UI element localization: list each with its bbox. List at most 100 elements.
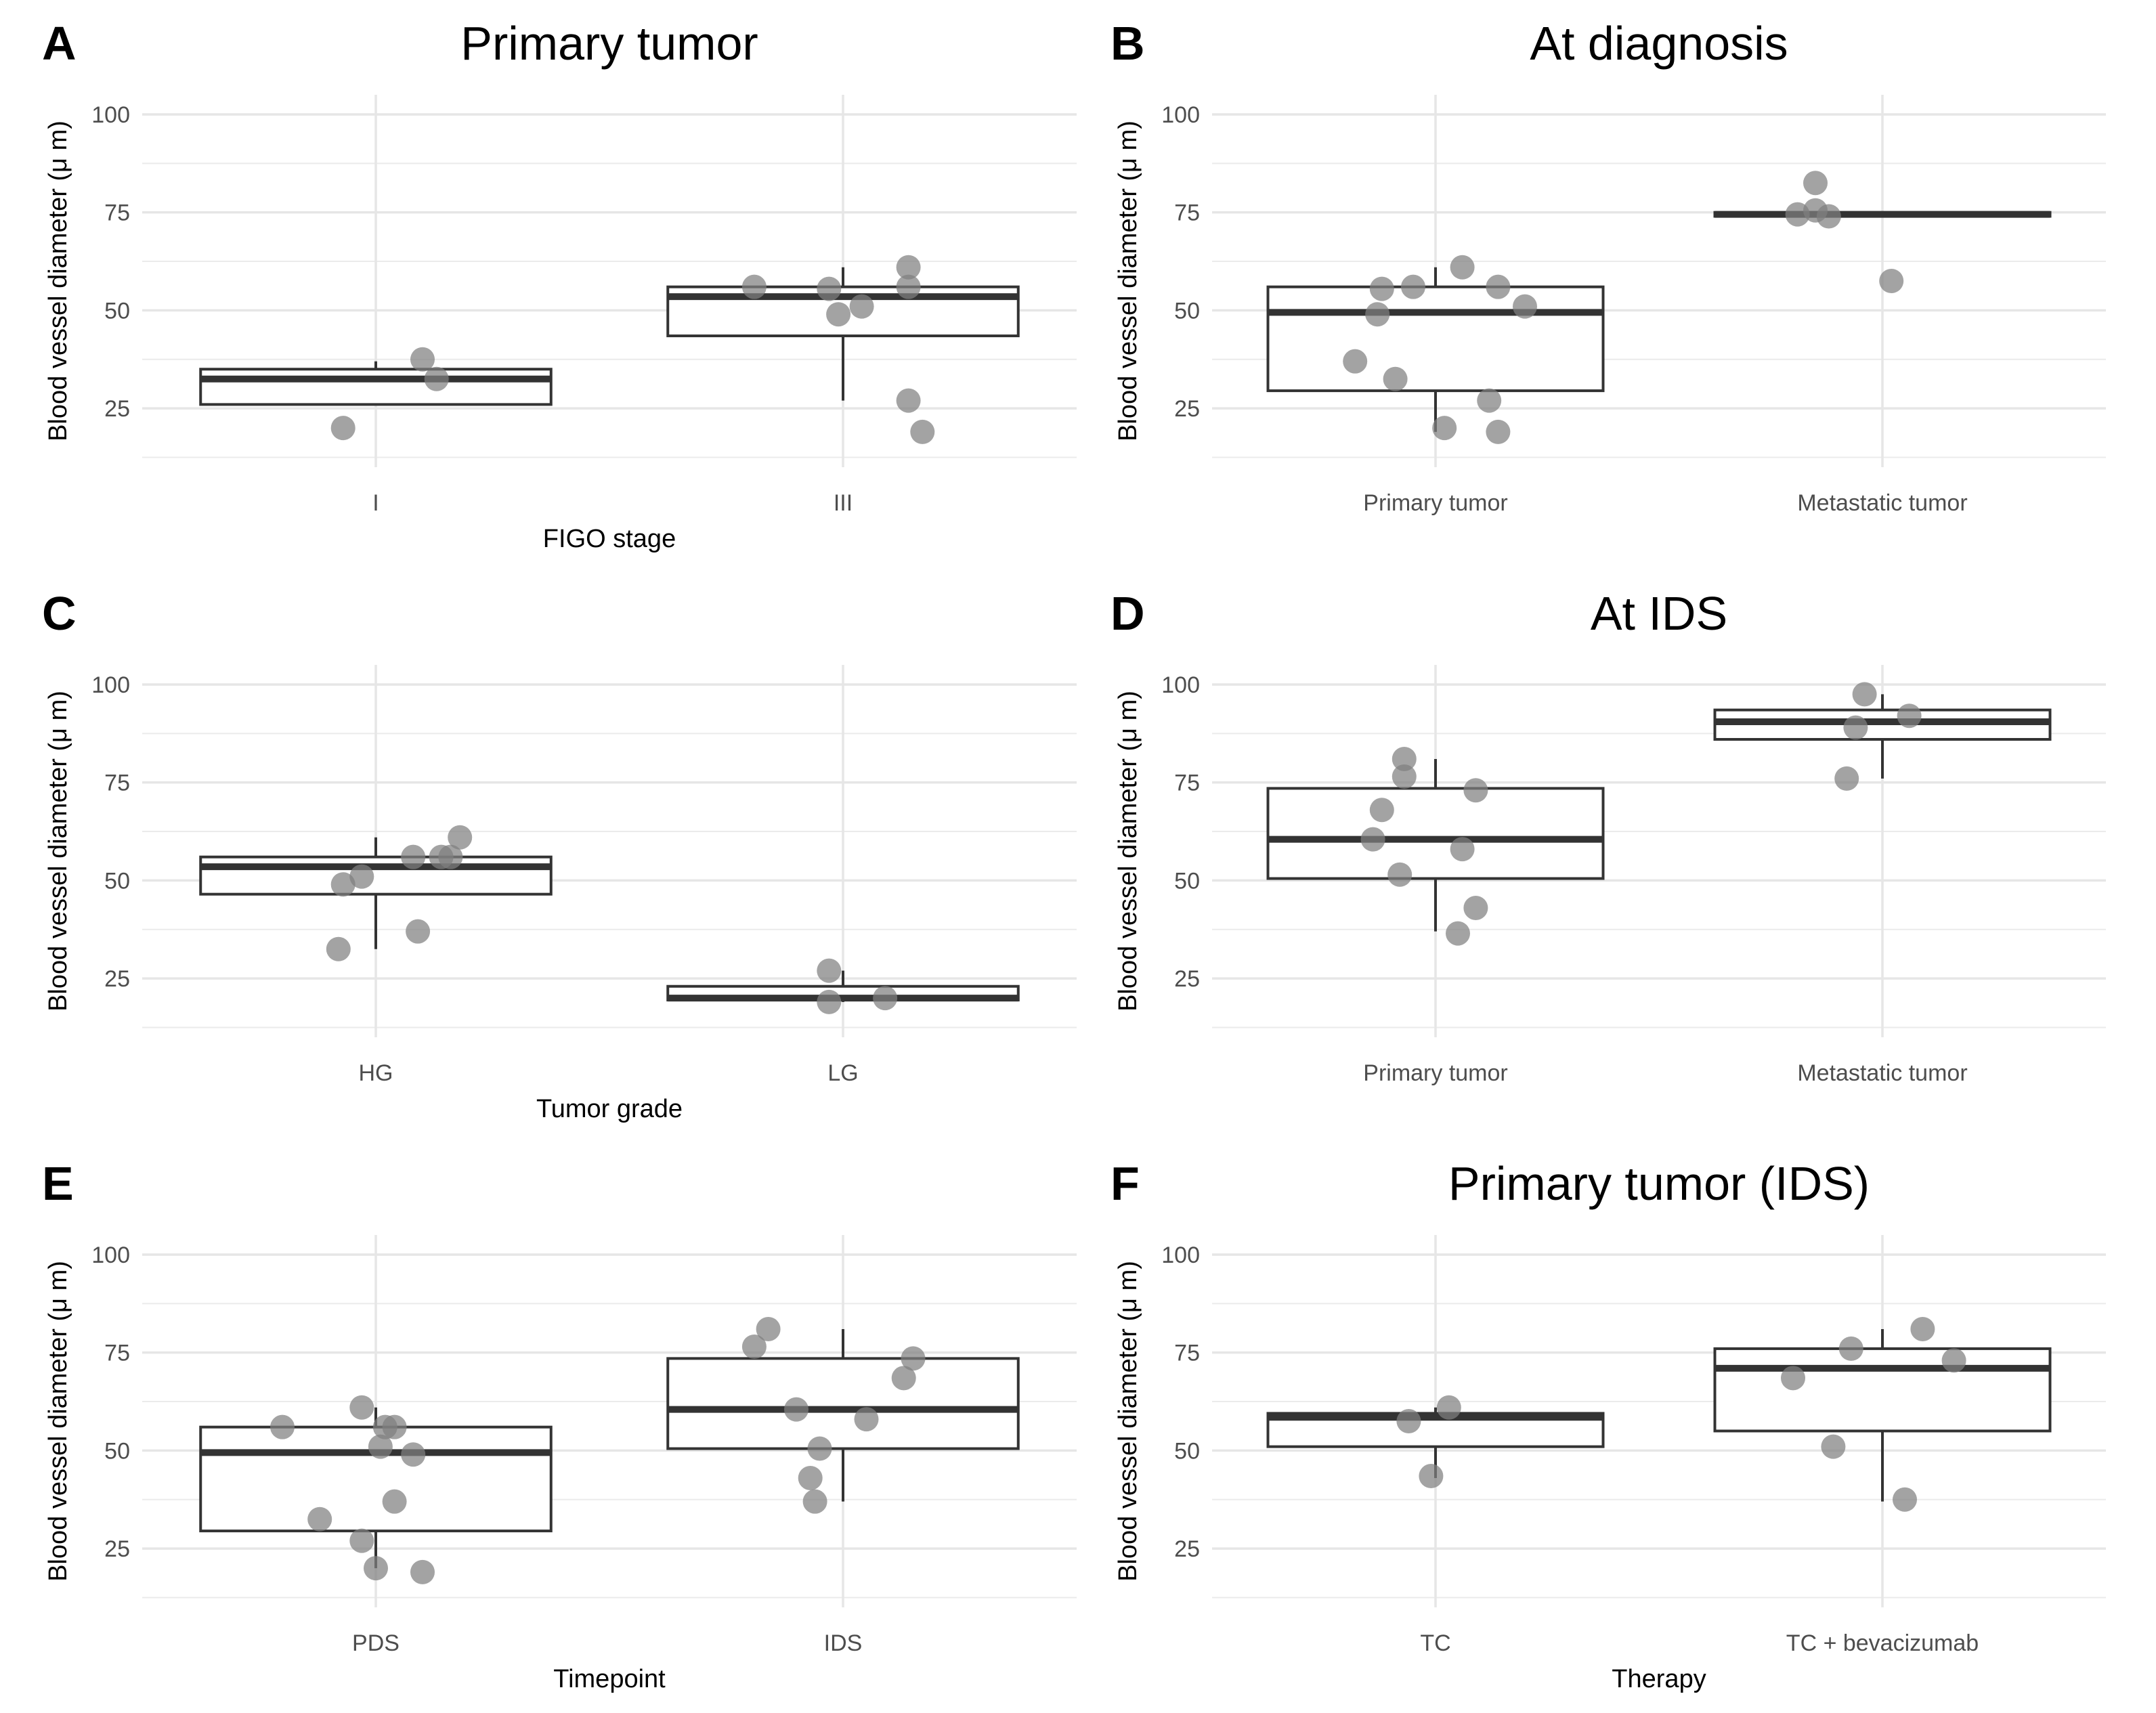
y-tick-label: 100 [91,102,130,128]
data-point [873,986,898,1011]
data-point [382,1489,407,1514]
data-point [901,1346,926,1371]
data-point [330,872,355,897]
data-point [1392,746,1417,771]
x-tick-label: Primary tumor [1363,1060,1507,1086]
data-point [1803,171,1828,196]
data-point [784,1397,808,1422]
data-point [406,919,431,944]
data-point [1450,255,1475,280]
data-point [410,1559,435,1584]
box [1266,285,1605,393]
data-point [1396,1409,1421,1433]
x-tick-label: PDS [352,1630,400,1656]
y-axis-title: Blood vessel diameter (μ m) [1114,1261,1142,1582]
data-point [807,1436,832,1461]
data-point [817,958,842,983]
data-point [424,366,449,391]
data-point [741,1335,767,1359]
y-tick-label: 75 [1174,771,1200,796]
data-point [307,1506,332,1532]
y-tick-label: 50 [1174,1438,1200,1464]
panel-c: 25 50 75 100 HG LG Blood vessel diameter (μ m)… [42,587,1077,1123]
panel-letter: D [1111,587,1145,640]
data-point [382,1414,407,1439]
panel-title: Primary tumor [460,17,758,70]
data-point [1893,1487,1917,1512]
x-axis-title: FIGO stage [543,525,676,553]
y-tick-label: 100 [1161,1242,1200,1268]
data-point [1401,274,1425,299]
panel-letter: B [1111,17,1145,70]
data-point [1343,349,1368,374]
data-point [1897,703,1922,729]
y-tick-label: 25 [104,1536,130,1562]
box [1266,787,1605,880]
y-tick-label: 100 [91,1242,130,1268]
data-point [891,1366,916,1391]
data-point [1843,715,1868,740]
data-point [1910,1316,1935,1341]
y-axis-title: Blood vessel diameter (μ m) [1114,691,1142,1012]
data-point [1838,1336,1863,1361]
box [1713,1347,2052,1433]
x-tick-label: IDS [824,1630,863,1656]
y-tick-label: 25 [104,396,130,422]
data-point [1419,1464,1444,1489]
box [666,1357,1020,1450]
data-point [349,1528,374,1553]
panel-title: At IDS [1591,587,1727,640]
panel-b: 25 50 75 100 Primary tumor Metastatic tumor Bl… [1111,17,2106,516]
data-point [817,276,842,301]
data-point [826,302,851,327]
data-point [1392,764,1417,789]
panel-letter: E [42,1157,74,1210]
data-point [1365,302,1390,327]
box [199,368,553,406]
data-point [1463,778,1488,803]
data-point [364,1556,388,1581]
x-tick-label: LG [827,1060,858,1086]
x-axis-title: Tumor grade [536,1095,683,1123]
x-tick-label: Primary tumor [1363,490,1507,516]
data-point [849,294,874,319]
data-point [448,825,473,850]
panel-letter: F [1111,1157,1140,1210]
y-tick-label: 100 [1161,672,1200,698]
panel-f: 25 50 75 100 TC TC + bevacizumab Blood vessel … [1111,1157,2106,1693]
data-point [326,936,351,961]
y-axis-title: Blood vessel diameter (μ m) [44,121,72,441]
y-tick-label: 75 [104,771,130,796]
data-point [1369,798,1394,823]
panel-title: At diagnosis [1530,17,1788,70]
data-point [1781,1366,1805,1391]
panel-e: 25 50 75 100 PDS IDS Blood vessel diameter (μ … [42,1157,1077,1693]
y-axis-title: Blood vessel diameter (μ m) [1114,121,1142,441]
x-axis-title: Therapy [1612,1665,1706,1693]
data-point [1477,388,1502,413]
data-point [896,274,921,299]
y-tick-label: 25 [1174,966,1200,992]
data-point [1821,1434,1846,1459]
panel-letter: A [42,17,77,70]
data-point [1879,269,1904,293]
x-tick-label: Metastatic tumor [1797,490,1967,516]
x-tick-label: Metastatic tumor [1797,1060,1967,1086]
data-point [1436,1395,1461,1420]
data-point [438,844,463,869]
data-point [896,255,921,280]
data-point [401,1442,426,1467]
box [199,855,553,896]
x-tick-label: HG [359,1060,393,1086]
data-point [802,1489,827,1514]
data-point [401,844,426,869]
data-point [330,416,355,441]
y-tick-label: 50 [1174,868,1200,894]
data-point [741,274,767,299]
data-point [349,864,374,889]
y-tick-label: 75 [1174,1341,1200,1366]
data-point [1387,862,1413,887]
x-tick-label: TC [1420,1630,1450,1656]
